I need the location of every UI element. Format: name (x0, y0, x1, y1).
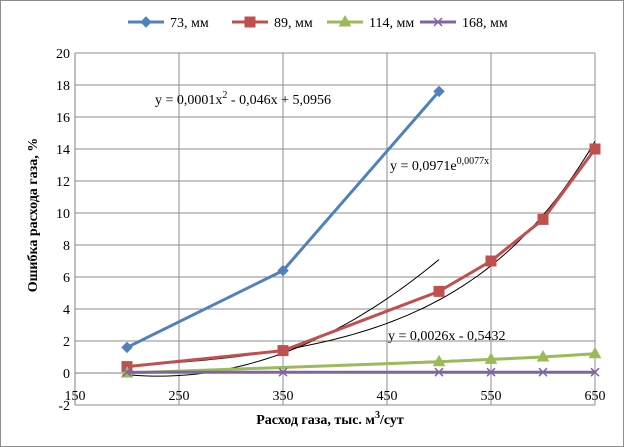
y-tick-label: 8 (63, 239, 70, 254)
legend-entry: 168, мм (420, 16, 508, 31)
x-tick-label: 350 (273, 389, 294, 404)
data-point (537, 213, 549, 225)
data-point (590, 367, 600, 377)
y-tick-label: 16 (56, 111, 70, 126)
tick-labels: -2 0 2 4 6 8 10 12 14 16 18 20 150 250 350 450 550 650 (56, 47, 606, 414)
data-point (433, 285, 445, 297)
series-1 (121, 85, 445, 354)
legend-entry: 73, мм (128, 16, 209, 31)
series-4 (122, 367, 600, 377)
data-point (432, 354, 446, 367)
x-axis-title-tail: /сут (379, 413, 404, 428)
legend-entry: 89, мм (232, 16, 313, 31)
axes (74, 53, 595, 405)
data-point (278, 367, 288, 377)
trend-equation: y = 0,0026x - 0,5432 (388, 329, 506, 344)
series-line (126, 148, 597, 369)
trendline-exp (126, 141, 596, 367)
trend-equations: y = 0,0001x2 - 0,046x + 5,0956 y = 0,0971… (155, 90, 506, 344)
data-point (434, 367, 444, 377)
legend: 73, мм 89, мм 114, мм 168, мм (128, 14, 508, 31)
data-point (536, 349, 550, 362)
data-point (485, 255, 497, 267)
legend-label: 168, мм (462, 16, 508, 31)
data-point (122, 367, 132, 377)
legend-label: 89, мм (274, 16, 313, 31)
y-tick-label: 20 (56, 47, 70, 62)
legend-label: 73, мм (170, 16, 209, 31)
series-line (126, 352, 596, 375)
y-tick-label: 12 (56, 175, 70, 190)
y-tick-label: 14 (56, 143, 70, 158)
y-tick-label: 6 (63, 271, 70, 286)
x-axis-title-sup: 3 (375, 410, 380, 421)
y-tick-label: 18 (56, 79, 70, 94)
x-axis-title-main: Расход газа, тыс. м (256, 413, 375, 428)
trend-equation: y = 0,0971e0,0077x (390, 156, 489, 174)
y-axis-title: Ошибка расхода газа, % (26, 138, 41, 293)
legend-marker (244, 16, 256, 28)
x-tick-label: 250 (169, 389, 190, 404)
legend-marker (433, 17, 443, 27)
legend-entry: 114, мм (327, 14, 414, 31)
data-point (588, 346, 602, 359)
data-point (538, 367, 548, 377)
x-tick-label: 450 (377, 389, 398, 404)
data-point (589, 143, 601, 155)
x-tick-label: 550 (481, 389, 502, 404)
x-tick-label: 150 (65, 389, 86, 404)
legend-marker (140, 16, 152, 28)
y-tick-label: 10 (56, 207, 70, 222)
data-point (433, 85, 445, 98)
gridlines (74, 52, 596, 406)
y-tick-label: 0 (63, 367, 70, 382)
x-axis-title: Расход газа, тыс. м3/сут (256, 410, 404, 428)
legend-marker (338, 14, 352, 27)
x-tick-label: 650 (585, 389, 606, 404)
y-tick-label: 2 (63, 335, 70, 350)
data-series (120, 85, 602, 378)
legend-label: 114, мм (369, 16, 414, 31)
data-point (484, 352, 498, 364)
y-tick-label: -2 (58, 399, 70, 414)
y-tick-label: 4 (63, 303, 70, 318)
data-point (277, 345, 289, 357)
trend-equation: y = 0,0001x2 - 0,046x + 5,0956 (155, 90, 331, 108)
series-3 (120, 346, 602, 378)
data-point (121, 341, 133, 354)
data-point (277, 264, 289, 277)
series-2 (121, 143, 601, 373)
data-point (486, 367, 496, 377)
